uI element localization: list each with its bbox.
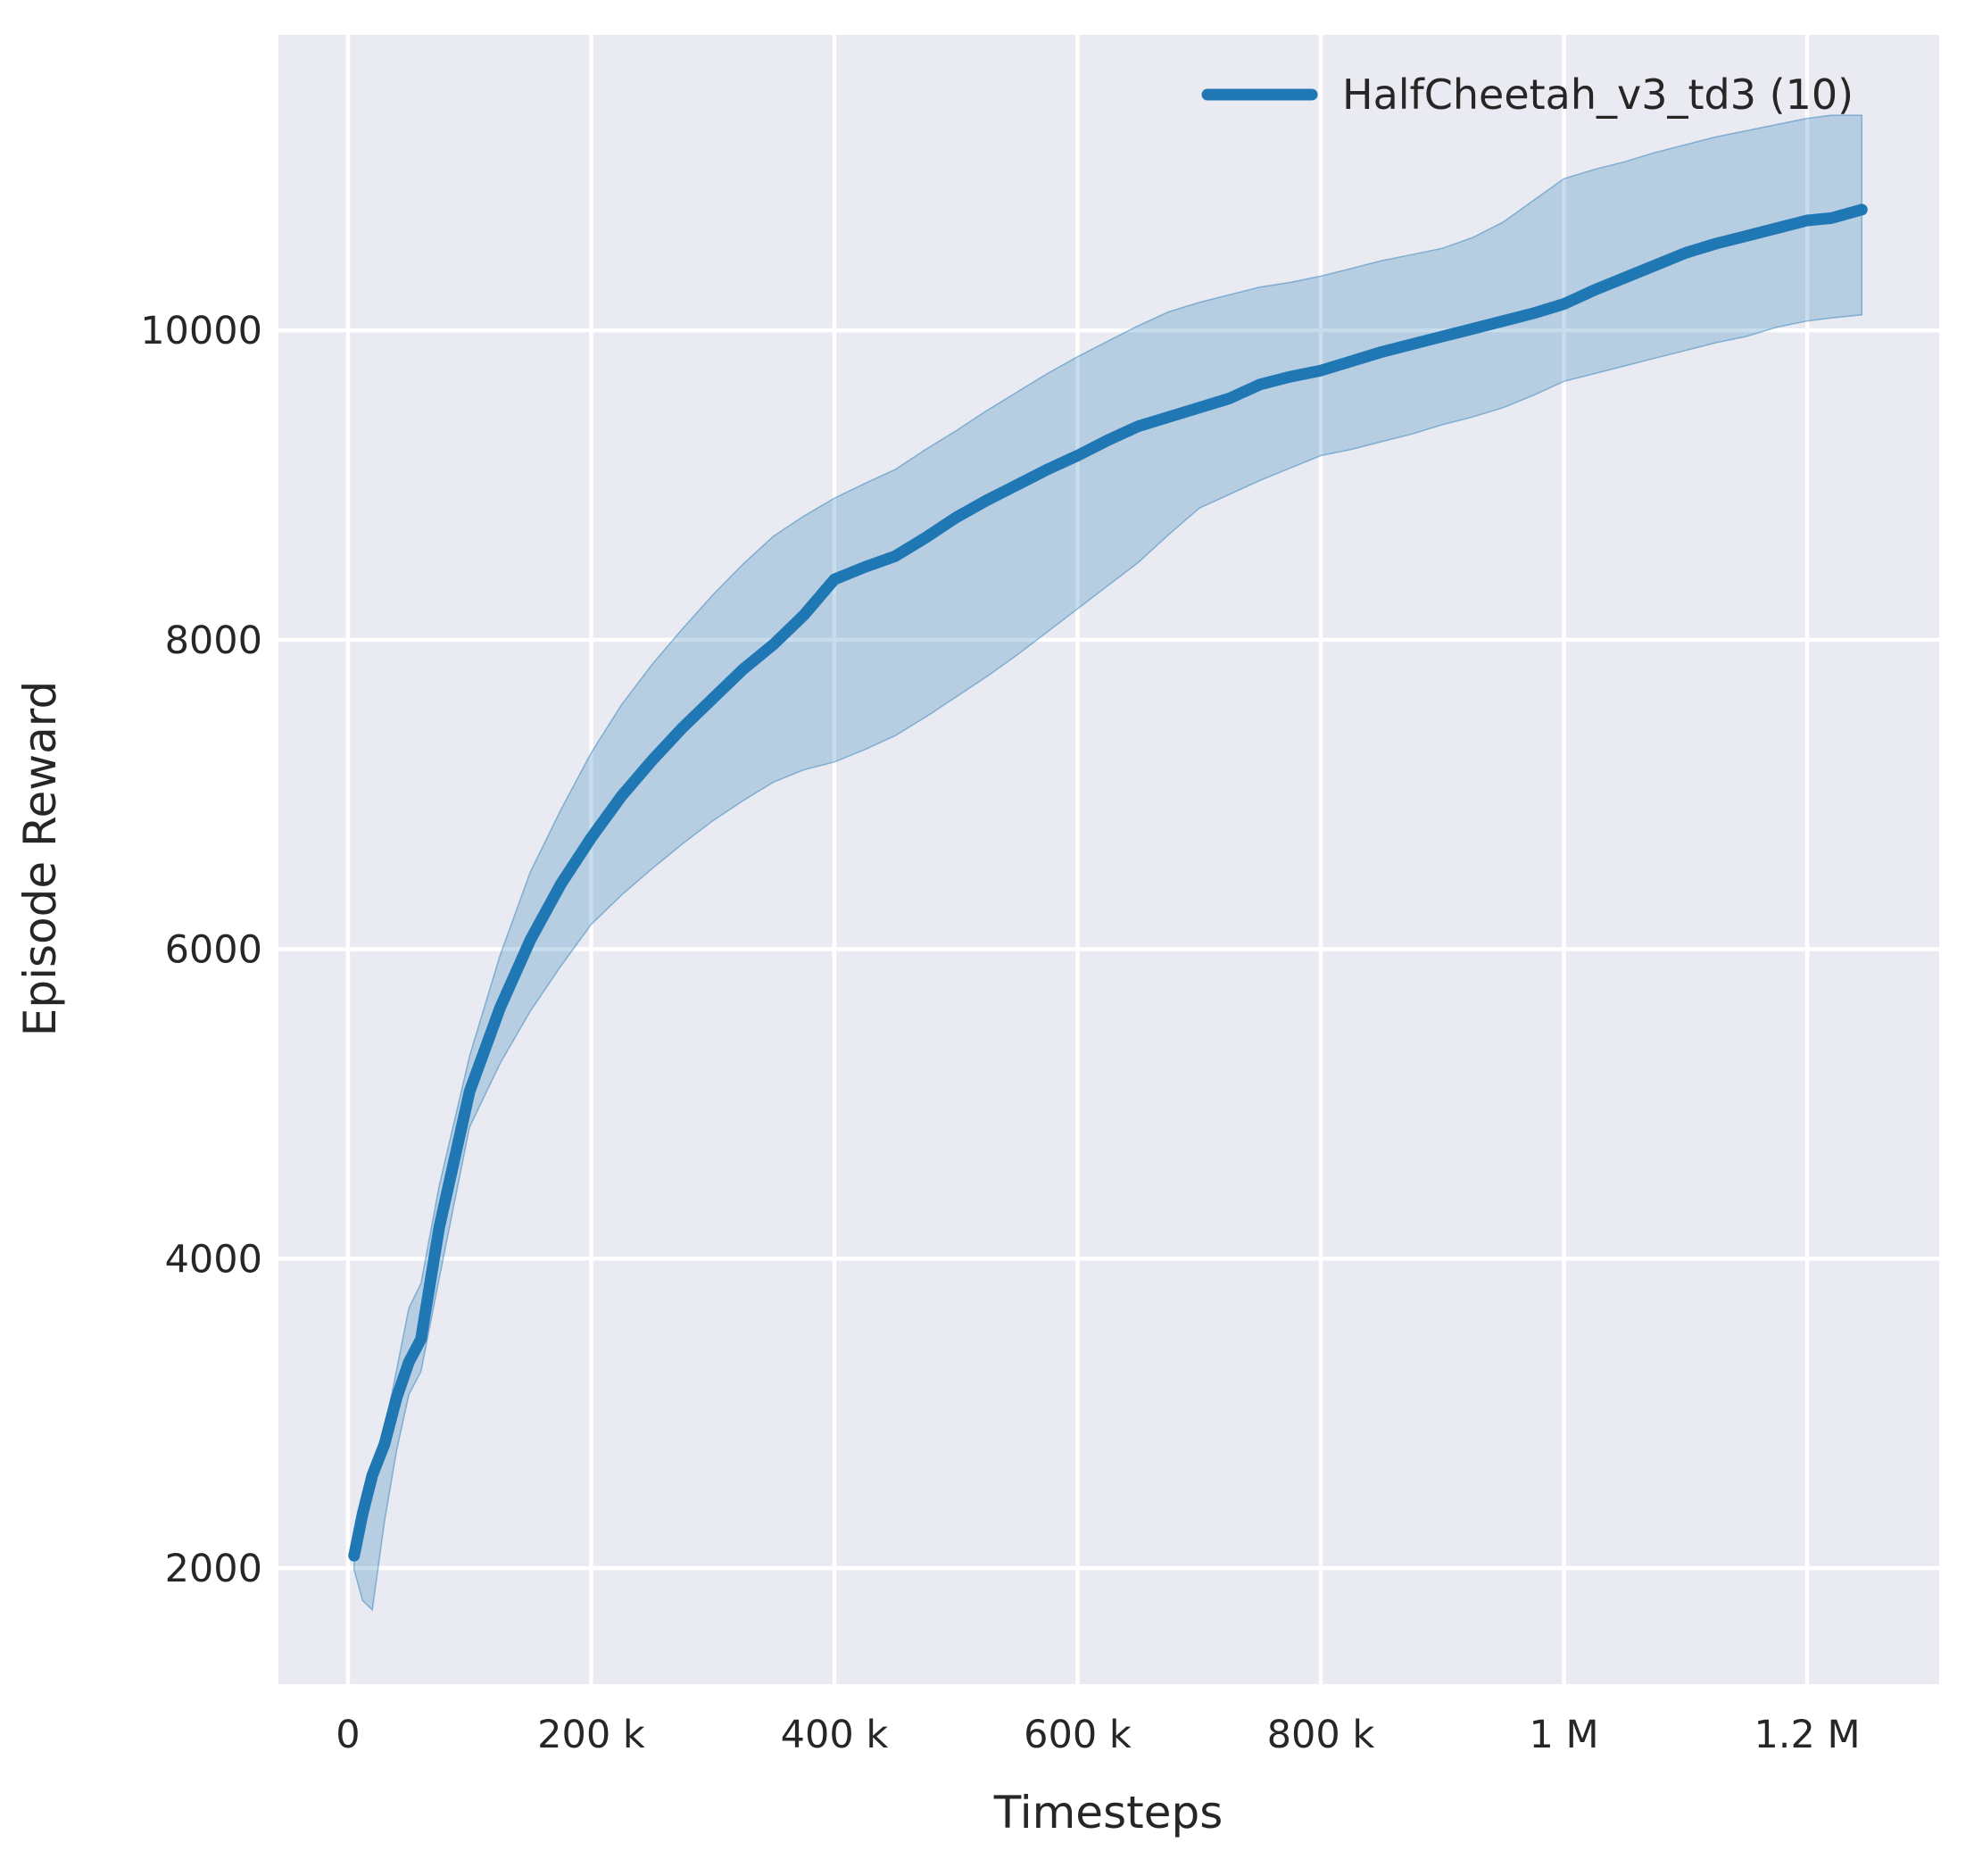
x-tick-label: 400 k — [781, 1713, 889, 1757]
plot-area-background — [278, 35, 1939, 1684]
legend: HalfCheetah_v3_td3 (10) — [1201, 71, 1854, 119]
x-axis-label: Timesteps — [993, 1787, 1223, 1839]
y-tick-label: 2000 — [165, 1547, 262, 1591]
x-tick-label: 200 k — [537, 1713, 645, 1757]
mean-line — [348, 203, 1868, 1562]
gridlines — [278, 35, 1939, 1684]
x-tick-label: 0 — [336, 1713, 360, 1757]
y-tick-labels: 2000 4000 6000 8000 10000 — [140, 309, 262, 1591]
confidence-band — [353, 114, 1863, 1612]
x-tick-label: 800 k — [1267, 1713, 1375, 1757]
y-tick-label: 10000 — [140, 309, 262, 353]
y-tick-label: 8000 — [165, 618, 262, 663]
y-tick-label: 4000 — [165, 1237, 262, 1282]
y-axis-label: Episode Reward — [14, 681, 66, 1036]
legend-label: HalfCheetah_v3_td3 (10) — [1342, 71, 1854, 119]
x-tick-label: 1 M — [1529, 1713, 1598, 1757]
x-tick-labels: 0 200 k 400 k 600 k 800 k 1 M 1.2 M — [336, 1713, 1860, 1757]
x-tick-label: 600 k — [1024, 1713, 1132, 1757]
x-tick-label: 1.2 M — [1754, 1713, 1860, 1757]
y-tick-label: 6000 — [165, 928, 262, 973]
series-group — [348, 114, 1868, 1612]
